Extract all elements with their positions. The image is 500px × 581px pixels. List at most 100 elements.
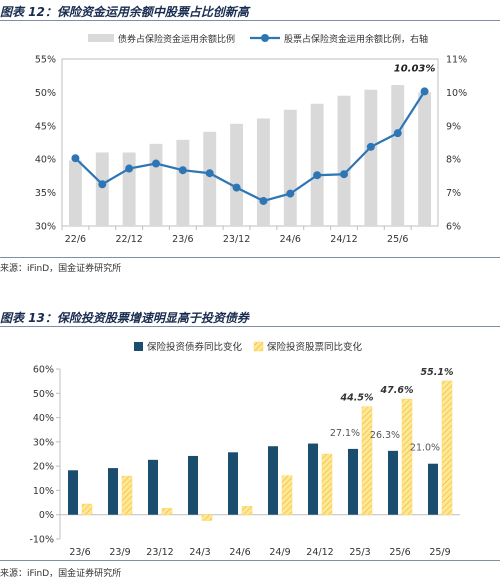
bar-stock-yoy — [281, 475, 293, 515]
y-tick-label: 40% — [33, 413, 54, 424]
data-label-bond: 27.1% — [330, 428, 360, 439]
point-stock-share — [393, 129, 402, 138]
source-rule-12 — [0, 257, 500, 258]
bar-stock-yoy — [441, 380, 453, 515]
point-stock-share — [313, 171, 322, 180]
bar-bond-yoy — [388, 450, 398, 515]
x-tick-label: 23/9 — [109, 547, 130, 556]
legend-swatch-stock — [253, 341, 264, 352]
bar-stock-yoy — [121, 475, 133, 515]
legend-label-bond: 债券占保险资金运用余额比例 — [118, 33, 235, 45]
bar-bond-yoy — [108, 468, 118, 515]
bar-bond-share — [283, 109, 297, 226]
data-label-latest: 10.03% — [394, 63, 436, 74]
bar-bond-yoy — [268, 446, 278, 515]
x-tick-label: 25/9 — [429, 547, 450, 556]
x-tick-label: 25/6 — [387, 234, 408, 245]
point-stock-share — [125, 164, 134, 173]
y-tick-label-right: 8% — [446, 155, 461, 166]
figure-12-source: 来源：iFinD，国金证券研究所 — [0, 264, 122, 274]
bar-stock-yoy — [161, 507, 173, 515]
bar-bond-yoy — [188, 455, 198, 515]
title-rule-12 — [0, 20, 500, 21]
y-tick-label-left: 45% — [35, 121, 56, 132]
y-tick-label: 20% — [33, 462, 54, 473]
y-tick-label-right: 9% — [446, 121, 461, 132]
x-tick-label: 24/6 — [229, 547, 250, 556]
bar-stock-yoy — [401, 398, 413, 515]
y-tick-label-right: 6% — [446, 222, 461, 233]
bar-bond-share — [122, 152, 136, 226]
bar-bond-yoy — [348, 448, 358, 515]
legend-swatch-bond — [88, 34, 114, 42]
bar-bond-yoy — [68, 470, 78, 515]
x-tick-label: 24/9 — [269, 547, 290, 556]
figure-13-source: 来源：iFinD，国金证券研究所 — [0, 569, 122, 579]
bar-bond-share — [68, 160, 82, 226]
bar-stock-yoy — [201, 514, 213, 521]
y-tick-label: 0% — [39, 510, 54, 521]
data-label-stock: 44.5% — [340, 393, 374, 404]
point-stock-share — [205, 169, 214, 178]
point-stock-share — [178, 166, 187, 175]
point-stock-share — [232, 183, 241, 192]
x-tick-label: 23/12 — [146, 547, 173, 556]
y-tick-label: 50% — [33, 389, 54, 400]
legend-marker-stock — [261, 34, 269, 42]
point-stock-share — [71, 154, 80, 163]
data-label-stock: 47.6% — [380, 385, 414, 396]
bar-stock-yoy — [321, 453, 333, 515]
x-tick-label: 24/6 — [280, 234, 301, 245]
bar-bond-share — [256, 118, 270, 226]
bar-bond-yoy — [428, 463, 438, 515]
x-tick-label: 23/6 — [172, 234, 193, 245]
figure-12-title: 图表 12：保险资金运用余额中股票占比创新高 — [0, 5, 249, 19]
bar-bond-yoy — [228, 452, 238, 515]
x-tick-label: 24/3 — [189, 547, 210, 556]
y-tick-label-left: 55% — [35, 55, 56, 66]
chart-12-bond-stock-share: 30% 35% 40% 45% 50% 55% 6% 7% 8% 9% 10% 11% 10.03% 22… — [35, 33, 467, 245]
bar-stock-yoy — [81, 503, 93, 515]
x-tick-label: 24/12 — [306, 547, 333, 556]
y-tick-label-left: 30% — [35, 222, 56, 233]
figure-13-title: 图表 13：保险投资股票增速明显高于投资债券 — [0, 311, 249, 325]
x-tick-label: 25/6 — [389, 547, 410, 556]
y-tick-label: -10% — [29, 535, 54, 546]
title-rule-13 — [0, 326, 500, 327]
legend-label-stock: 保险投资股票同比变化 — [267, 341, 363, 353]
point-stock-share — [420, 87, 429, 96]
x-tick-label: 24/12 — [330, 234, 357, 245]
y-tick-label: 30% — [33, 437, 54, 448]
bar-bond-share — [418, 92, 432, 227]
y-tick-label-left: 35% — [35, 188, 56, 199]
data-label-stock: 55.1% — [421, 367, 454, 378]
y-tick-label-right: 10% — [446, 88, 467, 99]
source-rule-13 — [0, 560, 500, 561]
chart-13-yoy-growth: -10% 0% 10% 20% 30% 40% 50% 60% 27.1% 26.3% 21.0% 4… — [29, 341, 460, 556]
x-tick-label: 25/3 — [349, 547, 370, 556]
y-tick-label-left: 50% — [35, 88, 56, 99]
y-tick-label: 10% — [33, 486, 54, 497]
bar-bond-share — [203, 131, 217, 226]
bar-bond-share — [310, 103, 324, 226]
y-tick-label-right: 7% — [446, 188, 461, 199]
point-stock-share — [366, 142, 375, 151]
y-tick-label-right: 11% — [446, 55, 467, 66]
bar-bond-share — [391, 85, 405, 226]
bar-bond-yoy — [148, 459, 158, 515]
data-label-bond: 26.3% — [370, 430, 400, 441]
point-stock-share — [286, 189, 295, 198]
bar-bond-share — [230, 123, 244, 226]
legend-swatch-bond — [134, 342, 143, 351]
bar-stock-yoy — [241, 505, 253, 515]
legend-label-stock: 股票占保险资金运用余额比例，右轴 — [284, 33, 428, 45]
bar-stock-yoy — [361, 406, 373, 515]
point-stock-share — [152, 159, 160, 168]
x-tick-label: 23/12 — [223, 234, 250, 245]
bar-bond-share — [149, 143, 163, 226]
x-tick-label: 22/6 — [65, 234, 86, 245]
point-stock-share — [340, 170, 348, 179]
bar-bond-share — [337, 95, 351, 227]
legend-label-bond: 保险投资债券同比变化 — [147, 341, 243, 353]
data-label-bond: 21.0% — [410, 443, 440, 454]
